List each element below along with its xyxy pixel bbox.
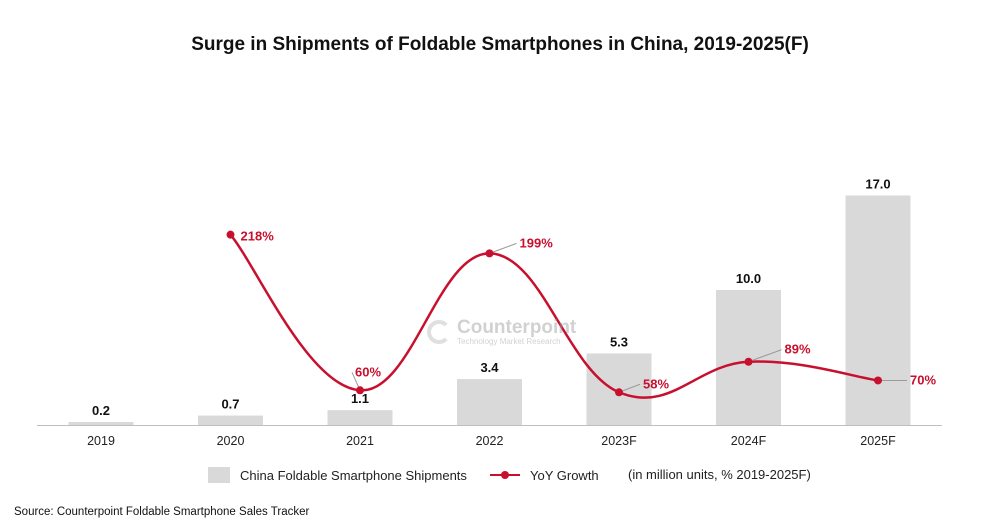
yoy-leader-2022 — [489, 242, 517, 254]
legend-bar-swatch — [208, 467, 230, 483]
bar-value-label-2020: 0.7 — [221, 397, 239, 412]
bar-2024F — [716, 290, 781, 425]
counterpoint-watermark: Counterpoint Technology Market Research — [427, 318, 576, 346]
watermark-name: Counterpoint — [457, 317, 577, 338]
bar-value-label-2023F: 5.3 — [610, 334, 628, 349]
bar-2021 — [327, 410, 393, 425]
x-tick-label-2023F: 2023F — [601, 434, 637, 448]
yoy-point-2025F — [874, 376, 882, 385]
yoy-growth-points — [226, 230, 882, 397]
bar-value-labels: 0.2 0.7 1.1 3.4 5.3 10.0 17.0 — [92, 177, 891, 419]
legend-bar-label: China Foldable Smartphone Shipments — [240, 467, 467, 483]
legend-item-yoy-growth: YoY Growth — [490, 467, 599, 483]
x-tick-label-2024F: 2024F — [731, 434, 767, 448]
x-tick-label-2022: 2022 — [476, 434, 504, 448]
yoy-point-2023F — [615, 388, 623, 397]
x-axis-ticks: 2019 2020 2021 2022 2023F 2024F 2025F — [87, 434, 896, 448]
x-tick-label-2021: 2021 — [346, 434, 374, 448]
x-tick-label-2019: 2019 — [87, 434, 115, 448]
bar-2025F — [845, 195, 911, 425]
yoy-leader-2024F — [748, 349, 782, 363]
watermark-tagline: Technology Market Research — [457, 337, 561, 346]
legend-line-label: YoY Growth — [530, 467, 599, 483]
yoy-point-2021 — [356, 386, 364, 395]
yoy-label-2022: 199% — [520, 235, 554, 250]
yoy-label-2024F: 89% — [785, 342, 811, 357]
yoy-label-2021: 60% — [355, 364, 381, 379]
yoy-point-2024F — [744, 357, 753, 366]
bar-series — [68, 195, 911, 425]
bar-2020 — [198, 415, 263, 425]
legend-units-text: (in million units, % 2019-2025F) — [628, 467, 811, 482]
bar-2019 — [68, 422, 134, 425]
bar-value-label-2024F: 10.0 — [736, 271, 761, 286]
legend-item-shipments: China Foldable Smartphone Shipments — [208, 467, 467, 483]
legend-line-swatch — [490, 467, 520, 483]
bar-value-label-2019: 0.2 — [92, 403, 110, 418]
yoy-label-2025F: 70% — [910, 372, 936, 387]
counterpoint-logo-icon — [427, 320, 451, 344]
source-note: Source: Counterpoint Foldable Smartphone… — [14, 506, 310, 518]
bar-value-label-2022: 3.4 — [480, 360, 499, 375]
x-tick-label-2025F: 2025F — [860, 434, 896, 448]
yoy-label-2023F: 58% — [643, 376, 669, 391]
chart-title: Surge in Shipments of Foldable Smartphon… — [191, 34, 809, 55]
yoy-point-2022 — [485, 249, 494, 258]
x-tick-label-2020: 2020 — [217, 434, 245, 448]
yoy-label-2020: 218% — [241, 229, 275, 244]
bar-value-label-2025F: 17.0 — [865, 177, 890, 192]
bar-value-label-2021: 1.1 — [351, 391, 369, 406]
legend-units-note: (in million units, % 2019-2025F) — [628, 467, 811, 482]
bar-2022 — [457, 379, 522, 425]
yoy-growth-labels: 218% 60% 199% 58% 89% 70% — [241, 229, 937, 392]
yoy-point-2020 — [226, 230, 235, 239]
